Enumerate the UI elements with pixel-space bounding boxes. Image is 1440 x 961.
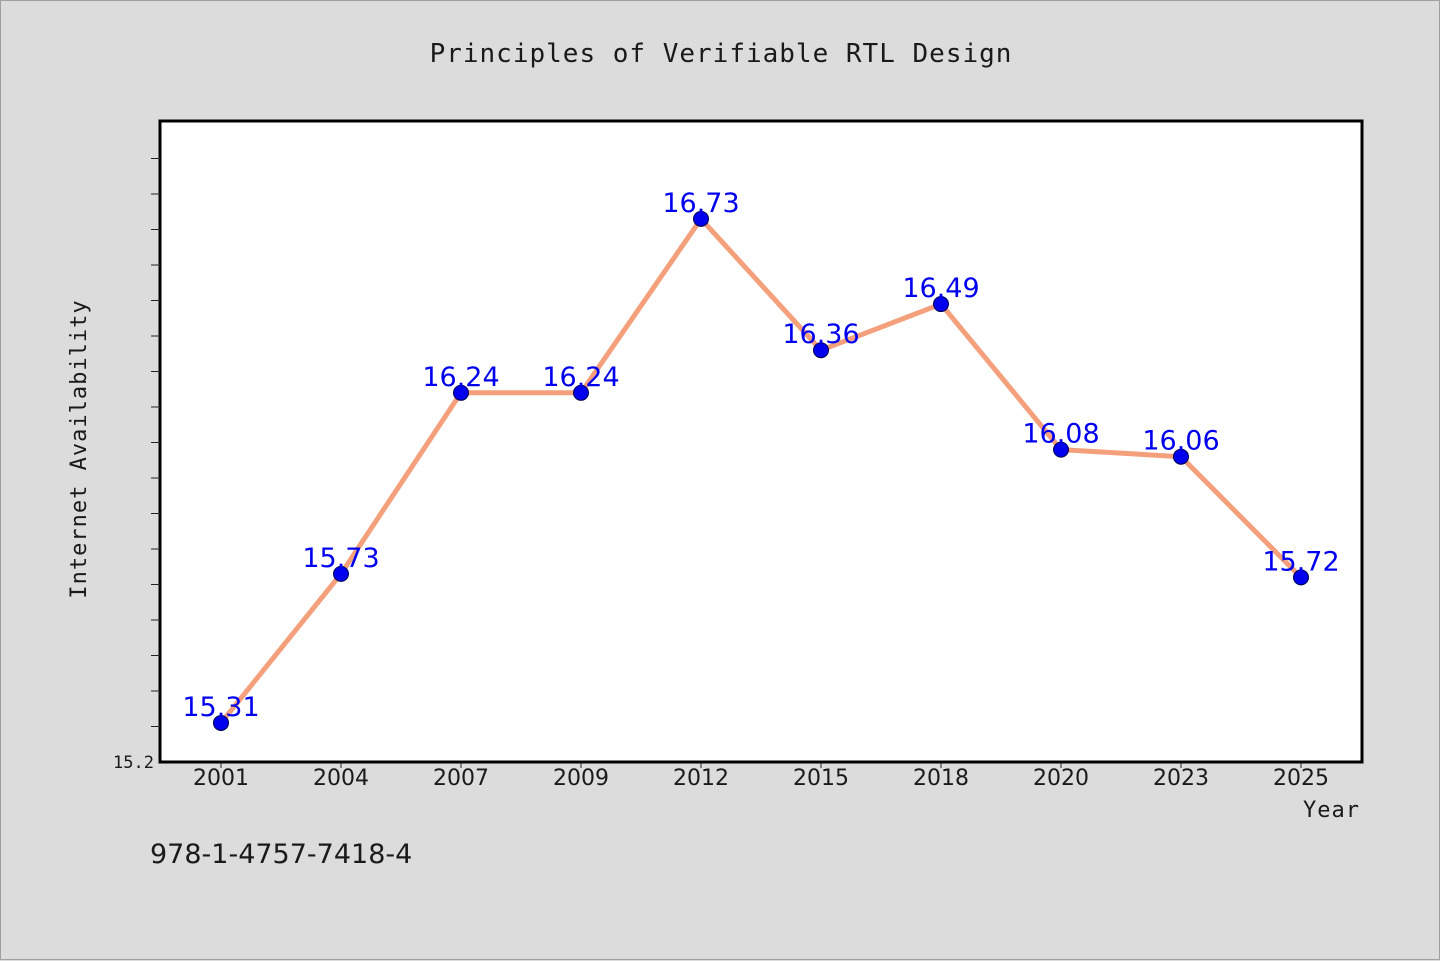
- data-label: 16.24: [542, 362, 619, 393]
- data-label: 16.24: [422, 362, 499, 393]
- data-label: 16.49: [902, 273, 979, 304]
- series-layer: 15.31 15.73 16.24 16.24 16.73 16.36 16.49 16.08…: [182, 188, 1340, 731]
- x-tick-label: 2023: [1153, 766, 1209, 791]
- data-point: [1173, 448, 1189, 465]
- x-tick-label: 2020: [1033, 766, 1089, 791]
- data-point: [333, 565, 349, 582]
- data-point: [573, 384, 589, 401]
- x-tick-label: 2009: [553, 766, 609, 791]
- data-label: 16.73: [662, 188, 739, 219]
- y-tick-label: 15.2: [113, 753, 154, 773]
- isbn-footer-text: 978-1-4757-7418-4: [150, 839, 412, 870]
- data-label: 15.73: [302, 543, 379, 574]
- data-label: 16.08: [1022, 419, 1099, 450]
- data-label: 15.72: [1262, 546, 1339, 577]
- data-point: [813, 342, 829, 359]
- y-axis-title: Internet Availability: [67, 299, 92, 598]
- data-point: [213, 714, 229, 731]
- x-tick-label: 2018: [913, 766, 969, 791]
- plot-area: [158, 119, 1364, 764]
- data-point: [1053, 441, 1069, 458]
- series-line: [218, 216, 1304, 726]
- x-tick-label: 2007: [433, 766, 489, 791]
- x-tick-label: 2025: [1273, 766, 1329, 791]
- data-label: 15.31: [182, 692, 259, 723]
- x-tick-label: 2012: [673, 766, 729, 791]
- data-point: [453, 384, 469, 401]
- x-axis-title: Year: [1303, 798, 1360, 823]
- data-point: [1293, 569, 1309, 586]
- data-point: [693, 210, 709, 227]
- x-axis-ticks: 2001 2004 2007 2009 2012 2015 2018 2020 2023 2025: [193, 762, 1329, 791]
- data-label: 16.36: [782, 319, 859, 350]
- y-axis-ticks: 15.2: [113, 158, 160, 773]
- x-tick-label: 2015: [793, 766, 849, 791]
- data-label: 16.06: [1142, 426, 1219, 457]
- x-tick-label: 2004: [313, 766, 369, 791]
- chart-title: Principles of Verifiable RTL Design: [430, 39, 1013, 69]
- x-tick-label: 2001: [193, 766, 249, 791]
- data-point: [933, 296, 949, 313]
